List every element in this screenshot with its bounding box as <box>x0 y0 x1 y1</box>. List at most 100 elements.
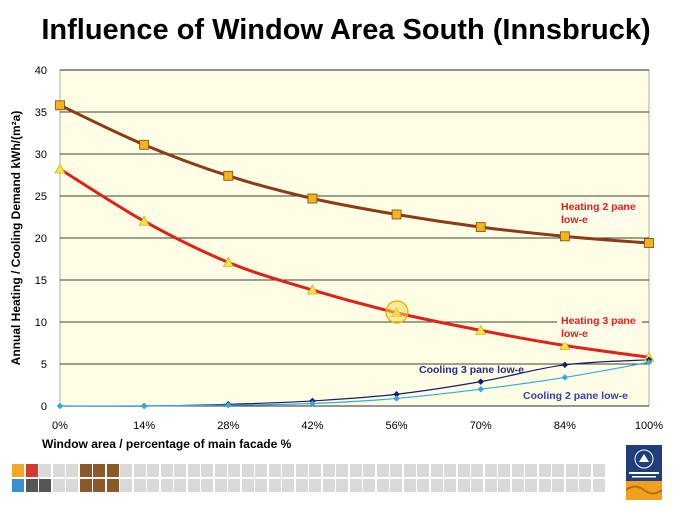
footer-square <box>255 479 267 492</box>
footer-square <box>201 464 213 477</box>
grid-lines <box>60 69 649 407</box>
y-tick-25: 25 <box>35 191 47 203</box>
footer-square <box>565 479 578 492</box>
series-0-point-0 <box>55 100 65 111</box>
footer-square <box>39 479 51 492</box>
series-3-point-6 <box>561 374 569 381</box>
footer-square <box>295 464 308 477</box>
footer-square <box>133 464 146 477</box>
series-line-0 <box>59 103 650 245</box>
series-1-point-1 <box>138 215 150 226</box>
series-3-point-0 <box>56 402 64 410</box>
heating-2-pane-label-line1: Heating 2 pane <box>561 201 636 213</box>
footer-square <box>390 464 402 477</box>
footer-square <box>147 464 159 477</box>
university-logo-icon <box>626 445 662 500</box>
series-0-point-3 <box>307 193 318 204</box>
footer-square <box>430 479 443 492</box>
heating-3-pane-label-line2: low-e <box>561 328 588 340</box>
footer-square <box>66 464 78 477</box>
series-0-point-2 <box>223 170 234 181</box>
footer-square <box>363 479 375 492</box>
footer-square <box>376 479 389 492</box>
x-tick-5: 70% <box>470 420 492 432</box>
footer-square <box>268 479 281 492</box>
footer-square <box>282 479 294 492</box>
footer-square <box>430 464 443 477</box>
footer-square <box>295 479 308 492</box>
heating-3-pane-label: Heating 3 pane low-e <box>557 314 642 343</box>
x-tick-1: 14% <box>133 420 155 432</box>
y-tick-20: 20 <box>35 233 47 245</box>
footer-square <box>174 464 186 477</box>
footer-square <box>403 479 416 492</box>
x-tick-labels: 0% 14% 28% 42% 56% 70% 84% 100% <box>52 420 663 432</box>
x-axis-label: Window area / percentage of main facade … <box>42 437 292 451</box>
footer-square <box>12 464 24 477</box>
footer-square <box>579 464 591 477</box>
footer-square <box>241 464 254 477</box>
slide-title: Influence of Window Area South (Innsbruc… <box>41 14 651 46</box>
footer-square <box>498 479 510 492</box>
footer-square <box>592 479 605 492</box>
footer-square <box>525 479 537 492</box>
y-tick-5: 5 <box>41 359 47 371</box>
series-0-point-7 <box>644 238 654 248</box>
heating-3-pane-label-line1: Heating 3 pane <box>561 315 636 327</box>
series-0-point-6 <box>559 231 570 242</box>
footer-square <box>390 479 402 492</box>
footer-square <box>538 464 551 477</box>
x-tick-3: 42% <box>301 420 323 432</box>
heating-2-pane-label-line2: low-e <box>561 214 588 226</box>
footer-square <box>201 479 213 492</box>
footer-square <box>349 464 362 477</box>
footer-square <box>498 464 510 477</box>
cooling-2-pane-label: Cooling 2 pane low-e <box>523 390 629 402</box>
series-3-point-5 <box>477 385 485 393</box>
footer-square <box>133 479 146 492</box>
footer-square <box>52 479 65 492</box>
series-2-point-5 <box>477 378 485 385</box>
footer-square <box>484 479 497 492</box>
series-3-point-3 <box>309 400 316 407</box>
series-markers <box>54 100 655 410</box>
footer-square <box>336 479 348 492</box>
series-1-point-2 <box>222 256 234 267</box>
footer-square <box>552 479 564 492</box>
footer-square <box>484 464 497 477</box>
footer-square <box>187 464 200 477</box>
y-tick-15: 15 <box>35 275 47 287</box>
x-tick-6: 84% <box>554 420 576 432</box>
footer-square <box>93 479 105 492</box>
series-1-point-6 <box>559 339 571 350</box>
footer-decoration <box>12 464 612 502</box>
footer-square <box>160 464 173 477</box>
series-line-3 <box>59 361 650 407</box>
footer-square <box>228 464 240 477</box>
series-0-point-5 <box>475 222 486 232</box>
footer-square <box>79 464 92 477</box>
footer-square <box>160 479 173 492</box>
footer-square <box>12 479 24 492</box>
footer-square <box>106 464 119 477</box>
footer-square <box>214 464 227 477</box>
footer-square <box>268 464 281 477</box>
footer-square <box>363 464 375 477</box>
footer-square <box>376 464 389 477</box>
footer-square <box>228 479 240 492</box>
y-axis-label: Annual Heating / Cooling Demand kWh/(m²a… <box>9 111 23 366</box>
footer-square <box>511 464 524 477</box>
footer-square <box>282 464 294 477</box>
footer-square <box>538 479 551 492</box>
series-lines <box>59 103 650 407</box>
y-tick-10: 10 <box>35 317 47 329</box>
footer-square <box>457 479 470 492</box>
footer-square <box>147 479 159 492</box>
footer-square <box>255 464 267 477</box>
series-line-1 <box>59 167 650 359</box>
footer-square <box>336 464 348 477</box>
footer-square <box>592 464 605 477</box>
footer-square <box>471 479 483 492</box>
footer-square <box>444 479 456 492</box>
